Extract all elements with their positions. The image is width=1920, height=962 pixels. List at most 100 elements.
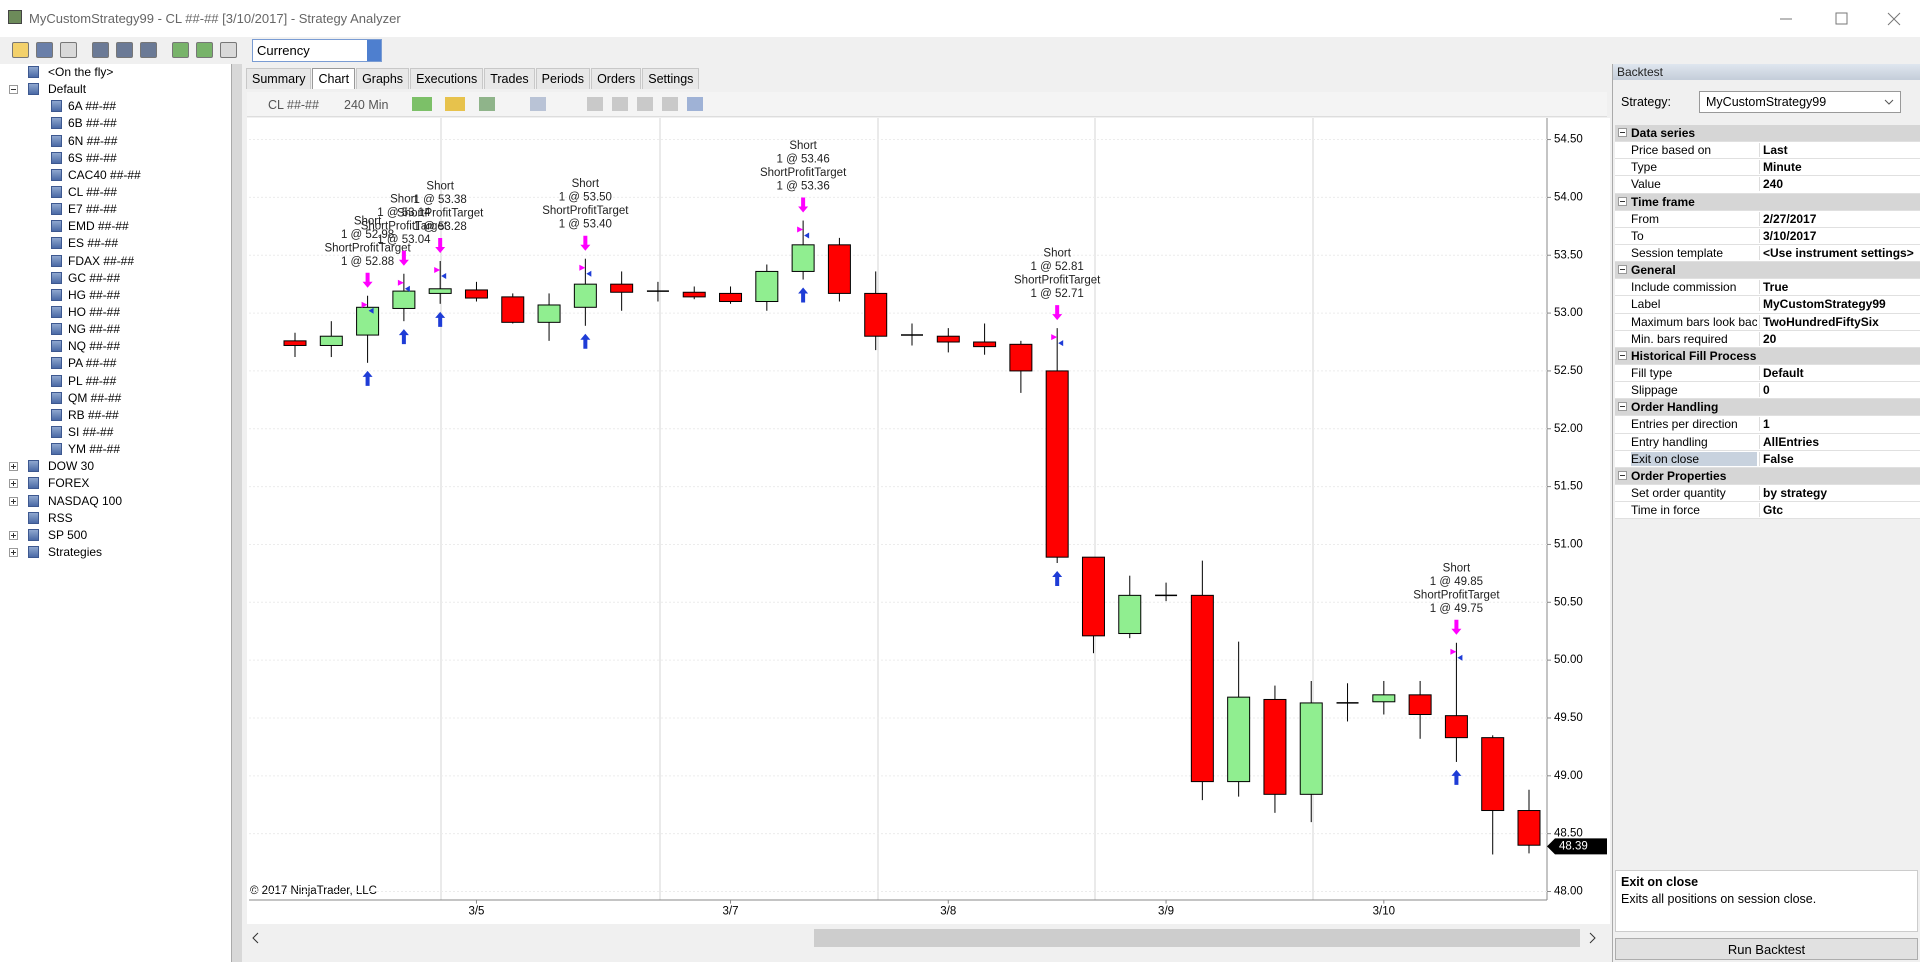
tree-item[interactable]: CAC40 ##-## [0, 167, 230, 184]
section-row[interactable]: Order Properties [1615, 467, 1920, 485]
tree-item[interactable]: RSS [0, 510, 230, 527]
tree-label[interactable]: <On the fly> [48, 65, 114, 79]
tree-item[interactable]: SI ##-## [0, 424, 230, 441]
tab[interactable]: Executions [410, 68, 484, 89]
property-value[interactable]: by strategy [1759, 485, 1827, 500]
tree-label[interactable]: RB ##-## [68, 407, 119, 422]
instrument-list-combo[interactable]: Currency [252, 39, 382, 62]
tree-label[interactable]: 6A ##-## [68, 99, 117, 114]
icon[interactable] [412, 97, 432, 111]
property-row[interactable]: Value 240 [1615, 176, 1920, 194]
property-row[interactable]: Price based on Last [1615, 142, 1920, 160]
tree-item[interactable]: QM ##-## [0, 390, 230, 407]
property-value[interactable]: False [1759, 451, 1794, 466]
tree-label[interactable]: EMD ##-## [68, 219, 129, 234]
property-row[interactable]: Entries per direction 1 [1615, 416, 1920, 434]
run-backtest-button[interactable]: Run Backtest [1615, 938, 1918, 960]
property-value[interactable]: 20 [1759, 331, 1776, 346]
property-row[interactable]: Fill type Default [1615, 364, 1920, 383]
icon[interactable] [60, 42, 77, 58]
icon[interactable] [92, 42, 109, 58]
property-value[interactable]: 240 [1759, 177, 1783, 192]
tree-label[interactable]: FDAX ##-## [68, 253, 135, 268]
tree-label[interactable]: HO ##-## [68, 304, 121, 319]
property-row[interactable]: Exit on close False [1615, 450, 1920, 468]
tree-label[interactable]: QM ##-## [68, 390, 122, 405]
icon[interactable] [445, 97, 465, 111]
tab[interactable]: Periods [535, 68, 591, 89]
save-icon[interactable] [36, 42, 53, 58]
property-value[interactable]: 0 [1759, 383, 1770, 398]
icon[interactable] [172, 42, 189, 58]
property-value[interactable]: Default [1759, 365, 1804, 380]
property-value[interactable]: True [1759, 280, 1788, 295]
tree-item[interactable]: PL ##-## [0, 373, 230, 390]
collapse-box[interactable] [1618, 402, 1627, 412]
tree-item[interactable]: 6A ##-## [0, 98, 230, 115]
icon[interactable] [116, 42, 133, 58]
tree-item[interactable]: DOW 30 [0, 458, 230, 475]
window-controls[interactable] [1780, 10, 1910, 28]
property-row[interactable]: Type Minute [1615, 159, 1920, 177]
icon[interactable] [140, 42, 157, 58]
expander[interactable] [9, 85, 18, 95]
tree-label[interactable]: CAC40 ##-## [68, 167, 141, 182]
property-row[interactable]: Slippage 0 [1615, 382, 1920, 400]
tree-item[interactable]: FOREX [0, 475, 230, 492]
expander[interactable] [9, 547, 18, 557]
icon[interactable] [662, 97, 678, 111]
maximize[interactable] [1835, 12, 1848, 25]
icon[interactable] [637, 97, 653, 111]
tree-item[interactable]: SP 500 [0, 527, 230, 544]
tree-item[interactable]: YM ##-## [0, 441, 230, 458]
tree-item[interactable]: <On the fly> [0, 64, 230, 81]
tree-label[interactable]: NQ ##-## [68, 339, 121, 354]
property-row[interactable]: To 3/10/2017 [1615, 227, 1920, 245]
collapse-box[interactable] [1618, 196, 1627, 206]
collapse-box[interactable] [1618, 128, 1627, 137]
open-icon[interactable] [12, 42, 29, 58]
tree-item[interactable]: GC ##-## [0, 270, 230, 287]
tree-label[interactable]: RSS [48, 510, 73, 525]
tree-label[interactable]: PL ##-## [68, 373, 117, 388]
property-row[interactable]: Session template <Use instrument settings… [1615, 244, 1920, 263]
property-row[interactable]: Min. bars required 20 [1615, 330, 1920, 348]
property-row[interactable]: Include commission True [1615, 279, 1920, 297]
tree-item[interactable]: RB ##-## [0, 407, 230, 424]
expander[interactable] [9, 496, 18, 506]
tab[interactable]: Chart [312, 68, 356, 89]
tree-label[interactable]: NG ##-## [68, 322, 121, 337]
property-value[interactable]: <Use instrument settings> [1759, 245, 1914, 260]
tree-label[interactable]: HG ##-## [68, 287, 121, 302]
horizontal-scrollbar[interactable] [247, 927, 1607, 949]
tree-item[interactable]: NG ##-## [0, 321, 230, 338]
tree-item[interactable]: HG ##-## [0, 287, 230, 304]
section-row[interactable]: Time frame [1615, 193, 1920, 211]
scroll-right[interactable] [1587, 932, 1597, 944]
tab[interactable]: Trades [484, 68, 535, 89]
property-value[interactable]: 3/10/2017 [1759, 228, 1816, 243]
tree-item[interactable]: Strategies [0, 544, 230, 561]
tree-label[interactable]: 6N ##-## [68, 133, 118, 148]
tree-label[interactable]: Default [48, 82, 87, 97]
tree-item[interactable]: CL ##-## [0, 184, 230, 201]
tree-label[interactable]: SI ##-## [68, 424, 114, 439]
tree-label[interactable]: Strategies [48, 544, 103, 559]
expander[interactable] [9, 479, 18, 489]
tab[interactable]: Orders [591, 68, 642, 89]
property-value[interactable]: 1 [1759, 417, 1770, 432]
tab[interactable]: Summary [246, 68, 312, 89]
expander[interactable] [9, 530, 18, 540]
collapse-box[interactable] [1618, 470, 1627, 480]
tree-item[interactable]: EMD ##-## [0, 218, 230, 235]
section-row[interactable]: General [1615, 262, 1920, 280]
tree-label[interactable]: 6B ##-## [68, 116, 117, 131]
tree-label[interactable]: GC ##-## [68, 270, 121, 285]
tree-item[interactable]: NQ ##-## [0, 338, 230, 355]
tree-item[interactable]: NASDAQ 100 [0, 493, 230, 510]
icon[interactable] [220, 42, 237, 58]
property-row[interactable]: From 2/27/2017 [1615, 210, 1920, 228]
chart-interval[interactable]: 240 Min [344, 98, 389, 112]
tree-label[interactable]: YM ##-## [68, 442, 121, 457]
property-value[interactable]: Gtc [1759, 503, 1783, 518]
